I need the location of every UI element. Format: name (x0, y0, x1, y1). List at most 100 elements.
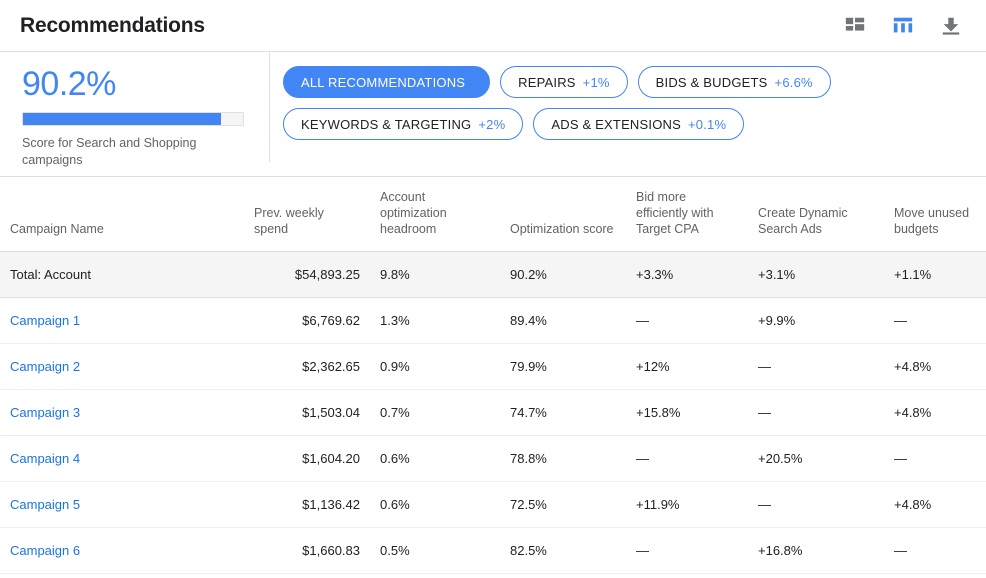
table-head: Campaign Name Prev. weekly spend Account… (0, 177, 986, 252)
column-header-account-optimization-headroom[interactable]: Account optimization headroom (370, 177, 500, 252)
table-view-icon[interactable] (890, 13, 916, 39)
cell-bid-target-cpa: — (626, 297, 748, 344)
optimization-score-value: 90.2% (22, 65, 116, 103)
campaign-link[interactable]: Campaign 6 (10, 542, 81, 558)
cell-campaign-name: Campaign 5 (0, 481, 244, 528)
cell-optimization-score: 78.8% (500, 435, 626, 482)
cell-campaign-name: Total: Account (0, 251, 244, 298)
chip-delta: +6.6% (774, 74, 813, 90)
cell-bid-target-cpa: +15.8% (626, 389, 748, 436)
cell-move-unused-budgets: +4.8% (884, 389, 986, 436)
filter-chip-row-2: KEYWORDS & TARGETING +2% ADS & EXTENSION… (283, 108, 986, 140)
table-row-total: Total: Account $54,893.25 9.8% 90.2% +3.… (0, 251, 986, 298)
cell-move-unused-budgets: +4.8% (884, 343, 986, 390)
campaign-link[interactable]: Campaign 1 (10, 312, 81, 328)
table-row: Campaign 1 $6,769.62 1.3% 89.4% — +9.9% — (0, 297, 986, 344)
chip-repairs[interactable]: REPAIRS +1% (500, 66, 628, 98)
column-header-optimization-score[interactable]: Optimization score (500, 177, 626, 252)
cell-bid-target-cpa: — (626, 527, 748, 574)
chip-delta: +2% (478, 116, 506, 132)
cell-headroom: 0.6% (370, 435, 500, 482)
cell-bid-target-cpa: +12% (626, 343, 748, 390)
chip-label: BIDS & BUDGETS (655, 74, 768, 90)
summary-strip: 90.2% Score for Search and Shopping camp… (0, 52, 986, 176)
cell-prev-weekly-spend: $1,503.04 (244, 389, 370, 436)
cell-prev-weekly-spend: $2,362.65 (244, 343, 370, 390)
campaign-link[interactable]: Campaign 4 (10, 450, 81, 466)
chip-label: REPAIRS (518, 74, 576, 90)
cell-bid-target-cpa: +3.3% (626, 251, 748, 298)
cell-bid-target-cpa: +11.9% (626, 481, 748, 528)
cell-headroom: 0.5% (370, 527, 500, 574)
cell-move-unused-budgets: — (884, 435, 986, 482)
cell-headroom: 1.3% (370, 297, 500, 344)
cell-dynamic-search-ads: +16.8% (748, 527, 884, 574)
recommendations-table: Campaign Name Prev. weekly spend Account… (0, 177, 986, 574)
table-row: Campaign 6 $1,660.83 0.5% 82.5% — +16.8% — (0, 527, 986, 574)
chip-keywords-and-targeting[interactable]: KEYWORDS & TARGETING +2% (283, 108, 524, 140)
cell-headroom: 0.7% (370, 389, 500, 436)
campaign-link[interactable]: Campaign 3 (10, 404, 81, 420)
card-view-icon[interactable] (842, 13, 868, 39)
chip-label: ALL RECOMMENDATIONS (301, 74, 466, 90)
cell-optimization-score: 90.2% (500, 251, 626, 298)
campaign-link[interactable]: Campaign 2 (10, 358, 81, 374)
score-progress-bar (22, 112, 244, 126)
table-row: Campaign 4 $1,604.20 0.6% 78.8% — +20.5% — (0, 435, 986, 482)
cell-optimization-score: 72.5% (500, 481, 626, 528)
chip-ads-and-extensions[interactable]: ADS & EXTENSIONS +0.1% (533, 108, 745, 140)
page-header: Recommendations (0, 0, 986, 52)
cell-prev-weekly-spend: $6,769.62 (244, 297, 370, 344)
cell-optimization-score: 89.4% (500, 297, 626, 344)
table-row: Campaign 5 $1,136.42 0.6% 72.5% +11.9% — +4.8% (0, 481, 986, 528)
cell-move-unused-budgets: +4.8% (884, 481, 986, 528)
chip-delta: +1% (582, 74, 610, 90)
score-panel: 90.2% Score for Search and Shopping camp… (0, 52, 270, 167)
cell-prev-weekly-spend: $54,893.25 (244, 251, 370, 298)
page-title: Recommendations (20, 13, 205, 37)
cell-bid-target-cpa: — (626, 435, 748, 482)
cell-dynamic-search-ads: +9.9% (748, 297, 884, 344)
cell-move-unused-budgets: +1.1% (884, 251, 986, 298)
cell-headroom: 0.9% (370, 343, 500, 390)
cell-dynamic-search-ads: — (748, 389, 884, 436)
cell-move-unused-budgets: — (884, 297, 986, 344)
cell-campaign-name: Campaign 4 (0, 435, 244, 482)
chip-label: KEYWORDS & TARGETING (301, 116, 472, 132)
cell-optimization-score: 74.7% (500, 389, 626, 436)
cell-campaign-name: Campaign 6 (0, 527, 244, 574)
cell-optimization-score: 79.9% (500, 343, 626, 390)
cell-dynamic-search-ads: +3.1% (748, 251, 884, 298)
cell-prev-weekly-spend: $1,604.20 (244, 435, 370, 482)
chip-delta: +0.1% (687, 116, 727, 132)
chip-all-recommendations[interactable]: ALL RECOMMENDATIONS (283, 66, 491, 98)
cell-campaign-name: Campaign 1 (0, 297, 244, 344)
filter-chip-row-1: ALL RECOMMENDATIONS REPAIRS +1% BIDS & B… (283, 66, 986, 98)
column-header-campaign-name[interactable]: Campaign Name (0, 177, 244, 252)
table-row: Campaign 3 $1,503.04 0.7% 74.7% +15.8% — +4.8% (0, 389, 986, 436)
chip-bids-and-budgets[interactable]: BIDS & BUDGETS +6.6% (637, 66, 831, 98)
download-icon[interactable] (938, 13, 964, 39)
cell-headroom: 9.8% (370, 251, 500, 298)
cell-move-unused-budgets: — (884, 527, 986, 574)
cell-prev-weekly-spend: $1,136.42 (244, 481, 370, 528)
cell-headroom: 0.6% (370, 481, 500, 528)
campaign-link[interactable]: Campaign 5 (10, 496, 81, 512)
cell-dynamic-search-ads: — (748, 343, 884, 390)
cell-dynamic-search-ads: +20.5% (748, 435, 884, 482)
header-actions (842, 13, 970, 39)
column-header-prev-weekly-spend[interactable]: Prev. weekly spend (244, 177, 370, 252)
score-caption: Score for Search and Shopping campaigns (22, 136, 197, 167)
cell-optimization-score: 82.5% (500, 527, 626, 574)
table-header-row: Campaign Name Prev. weekly spend Account… (0, 177, 986, 252)
cell-campaign-name: Campaign 2 (0, 343, 244, 390)
table-body: Total: Account $54,893.25 9.8% 90.2% +3.… (0, 251, 986, 574)
filter-chips-panel: ALL RECOMMENDATIONS REPAIRS +1% BIDS & B… (270, 52, 986, 150)
recommendations-table-wrapper: Campaign Name Prev. weekly spend Account… (0, 176, 986, 574)
column-header-create-dynamic-search-ads[interactable]: Create Dynamic Search Ads (748, 177, 884, 252)
column-header-bid-more-efficiently-with-target-cpa[interactable]: Bid more efficiently with Target CPA (626, 177, 748, 252)
cell-dynamic-search-ads: — (748, 481, 884, 528)
table-row: Campaign 2 $2,362.65 0.9% 79.9% +12% — +4.8% (0, 343, 986, 390)
cell-campaign-name: Campaign 3 (0, 389, 244, 436)
column-header-move-unused-budgets[interactable]: Move unused budgets (884, 177, 986, 252)
